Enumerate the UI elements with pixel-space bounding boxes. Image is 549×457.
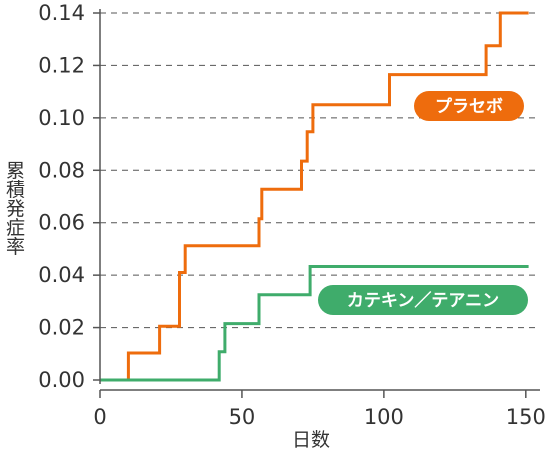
series-label-pill <box>414 91 524 121</box>
x-axis-title: 日数 <box>292 429 330 451</box>
series-line-0 <box>100 11 529 382</box>
y-tick-label: 0.14 <box>38 1 85 25</box>
y-tick-label: 0.10 <box>38 106 85 130</box>
axes <box>93 9 540 398</box>
series-layer <box>100 11 529 382</box>
x-tick-label: 150 <box>506 405 546 429</box>
y-axis-title: 累積発症率 <box>3 161 25 256</box>
series-label-pill <box>318 285 528 315</box>
y-tick-label: 0.08 <box>38 158 85 182</box>
series-line-1 <box>100 265 529 382</box>
tick-labels: 0.00 0.02 0.04 0.06 0.08 0.10 0.12 0.14 0 50 100 15… <box>38 1 546 429</box>
y-tick-label: 0.06 <box>38 211 85 235</box>
y-tick-label: 0.00 <box>38 368 85 392</box>
series-label-1: カテキン／テアニン <box>318 285 528 315</box>
x-tick-label: 0 <box>93 405 106 429</box>
series-label-text: プラセボ <box>435 96 503 117</box>
series-label-text: カテキン／テアニン <box>347 290 499 311</box>
x-tick-label: 50 <box>229 405 256 429</box>
series-label-0: プラセボ <box>414 91 524 121</box>
y-tick-label: 0.12 <box>38 53 85 77</box>
y-tick-label: 0.02 <box>38 316 85 340</box>
grid-lines <box>100 12 540 329</box>
y-tick-label: 0.04 <box>38 263 85 287</box>
x-tick-label: 100 <box>364 405 404 429</box>
